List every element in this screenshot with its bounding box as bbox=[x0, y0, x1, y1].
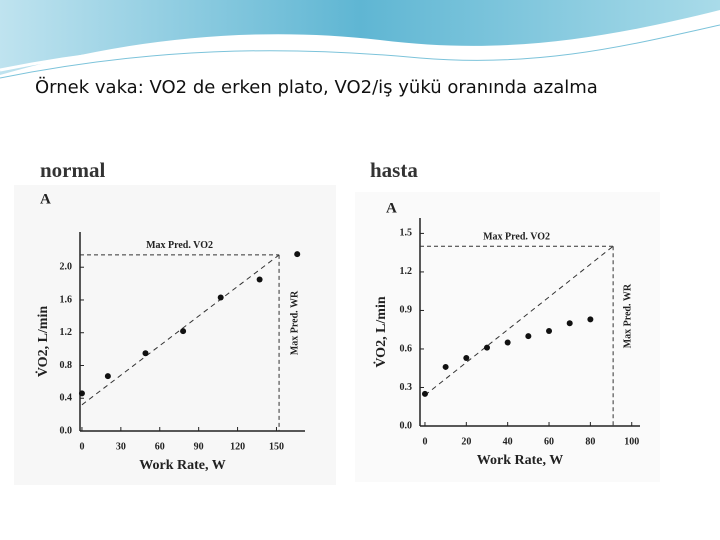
y-tick-label: 0.8 bbox=[60, 360, 73, 371]
panel-caption: normal bbox=[40, 158, 105, 182]
data-point bbox=[566, 320, 573, 327]
panel-label: A bbox=[40, 191, 51, 207]
annotation: Max Pred. WR bbox=[289, 290, 300, 355]
y-tick-label: 0.0 bbox=[400, 420, 413, 431]
y-tick-label: 0.0 bbox=[60, 425, 73, 436]
x-tick-label: 30 bbox=[116, 441, 126, 452]
y-tick-label: 1.5 bbox=[400, 228, 413, 239]
x-tick-label: 60 bbox=[544, 436, 554, 447]
y-tick-label: 2.0 bbox=[60, 262, 73, 273]
data-point bbox=[421, 390, 428, 397]
annotation: Max Pred. WR bbox=[622, 283, 633, 348]
data-point bbox=[78, 390, 85, 397]
x-tick-label: 0 bbox=[79, 441, 84, 452]
x-tick-label: 120 bbox=[230, 441, 245, 452]
x-tick-label: 60 bbox=[155, 441, 165, 452]
y-tick-label: 1.2 bbox=[400, 266, 413, 277]
y-axis-label: V̇O2, L/min bbox=[372, 296, 389, 367]
y-tick-label: 0.6 bbox=[400, 343, 413, 354]
panel-caption: hasta bbox=[370, 158, 418, 182]
chart: A 0.0 0.4 0.8 1.2 1.6 2.0 0 30 60 90 120 150 Work Rat… bbox=[34, 191, 305, 473]
header-swoosh bbox=[0, 0, 720, 75]
panel-label: A bbox=[386, 200, 397, 216]
figure-background bbox=[355, 192, 660, 482]
data-point bbox=[587, 316, 594, 323]
data-point bbox=[180, 328, 187, 335]
data-point bbox=[504, 339, 511, 346]
data-point bbox=[525, 333, 532, 340]
data-point bbox=[104, 373, 111, 380]
y-tick-label: 0.4 bbox=[60, 393, 73, 404]
data-point bbox=[483, 344, 490, 351]
x-tick-label: 20 bbox=[461, 436, 471, 447]
x-tick-label: 90 bbox=[194, 441, 204, 452]
y-axis-label: V̇O2, L/min bbox=[34, 306, 51, 377]
y-tick-label: 0.9 bbox=[400, 305, 413, 316]
x-tick-label: 0 bbox=[422, 436, 427, 447]
annotation: Max Pred. VO2 bbox=[146, 240, 213, 251]
annotation: Max Pred. VO2 bbox=[483, 232, 550, 243]
x-tick-label: 80 bbox=[585, 436, 595, 447]
x-tick-label: 100 bbox=[624, 436, 639, 447]
slide-title: Örnek vaka: VO2 de erken plato, VO2/iş y… bbox=[35, 76, 598, 98]
x-tick-label: 150 bbox=[269, 441, 284, 452]
y-tick-label: 1.6 bbox=[60, 294, 73, 305]
data-point bbox=[546, 327, 553, 334]
data-point bbox=[142, 350, 149, 357]
data-point bbox=[294, 251, 301, 258]
figure-background bbox=[14, 185, 336, 485]
header-curve bbox=[0, 24, 720, 79]
x-axis-label: Work Rate, W bbox=[139, 458, 225, 473]
x-axis-label: Work Rate, W bbox=[477, 453, 563, 468]
y-tick-label: 1.2 bbox=[60, 327, 73, 338]
x-tick-label: 40 bbox=[503, 436, 513, 447]
data-point bbox=[217, 294, 224, 301]
data-point bbox=[442, 363, 449, 370]
data-point bbox=[463, 354, 470, 361]
prediction-line bbox=[424, 245, 614, 396]
data-point bbox=[256, 276, 263, 283]
chart: A 0.0 0.3 0.6 0.9 1.2 1.5 0 20 40 60 80 100 Work Rate… bbox=[372, 200, 640, 468]
header-curve bbox=[0, 13, 720, 72]
y-tick-label: 0.3 bbox=[400, 382, 413, 393]
